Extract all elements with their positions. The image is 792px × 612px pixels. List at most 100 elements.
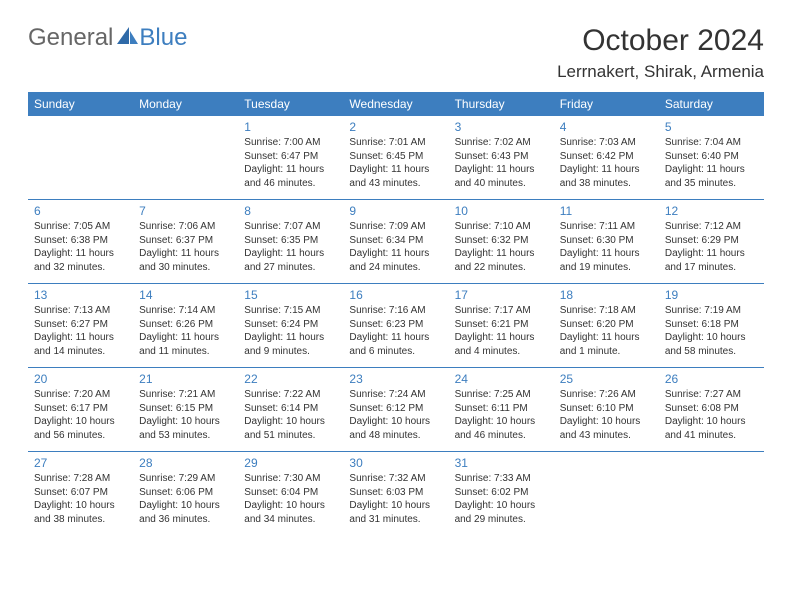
day-number: 17: [455, 287, 548, 303]
calendar-row: 6Sunrise: 7:05 AMSunset: 6:38 PMDaylight…: [28, 200, 764, 284]
sunset-text: Sunset: 6:12 PM: [349, 402, 442, 416]
calendar-cell: 16Sunrise: 7:16 AMSunset: 6:23 PMDayligh…: [343, 284, 448, 368]
sunset-text: Sunset: 6:10 PM: [560, 402, 653, 416]
sunset-text: Sunset: 6:45 PM: [349, 150, 442, 164]
daylight-text: Daylight: 11 hours: [139, 247, 232, 261]
daylight-text: Daylight: 11 hours: [349, 247, 442, 261]
day-header-thursday: Thursday: [449, 92, 554, 116]
title-block: October 2024 Lerrnakert, Shirak, Armenia: [557, 24, 764, 82]
sunset-text: Sunset: 6:35 PM: [244, 234, 337, 248]
daylight-text: and 40 minutes.: [455, 177, 548, 191]
calendar-cell: 28Sunrise: 7:29 AMSunset: 6:06 PMDayligh…: [133, 452, 238, 536]
calendar-cell-empty: [133, 116, 238, 200]
sunrise-text: Sunrise: 7:19 AM: [665, 304, 758, 318]
sunrise-text: Sunrise: 7:29 AM: [139, 472, 232, 486]
sunset-text: Sunset: 6:03 PM: [349, 486, 442, 500]
calendar-cell: 27Sunrise: 7:28 AMSunset: 6:07 PMDayligh…: [28, 452, 133, 536]
day-number: 16: [349, 287, 442, 303]
daylight-text: Daylight: 10 hours: [34, 415, 127, 429]
daylight-text: and 17 minutes.: [665, 261, 758, 275]
calendar-cell: 12Sunrise: 7:12 AMSunset: 6:29 PMDayligh…: [659, 200, 764, 284]
daylight-text: and 11 minutes.: [139, 345, 232, 359]
logo: General Blue: [28, 24, 187, 52]
sunrise-text: Sunrise: 7:07 AM: [244, 220, 337, 234]
day-number: 8: [244, 203, 337, 219]
sunset-text: Sunset: 6:26 PM: [139, 318, 232, 332]
daylight-text: and 29 minutes.: [455, 513, 548, 527]
calendar-cell: 17Sunrise: 7:17 AMSunset: 6:21 PMDayligh…: [449, 284, 554, 368]
daylight-text: and 53 minutes.: [139, 429, 232, 443]
day-header-friday: Friday: [554, 92, 659, 116]
sunset-text: Sunset: 6:29 PM: [665, 234, 758, 248]
calendar-cell: 30Sunrise: 7:32 AMSunset: 6:03 PMDayligh…: [343, 452, 448, 536]
day-number: 2: [349, 119, 442, 135]
calendar-row: 20Sunrise: 7:20 AMSunset: 6:17 PMDayligh…: [28, 368, 764, 452]
sunrise-text: Sunrise: 7:09 AM: [349, 220, 442, 234]
calendar-cell: 13Sunrise: 7:13 AMSunset: 6:27 PMDayligh…: [28, 284, 133, 368]
calendar-cell-empty: [659, 452, 764, 536]
sunrise-text: Sunrise: 7:21 AM: [139, 388, 232, 402]
sunrise-text: Sunrise: 7:13 AM: [34, 304, 127, 318]
calendar-table: SundayMondayTuesdayWednesdayThursdayFrid…: [28, 92, 764, 535]
calendar-cell: 1Sunrise: 7:00 AMSunset: 6:47 PMDaylight…: [238, 116, 343, 200]
sunset-text: Sunset: 6:27 PM: [34, 318, 127, 332]
sunrise-text: Sunrise: 7:22 AM: [244, 388, 337, 402]
calendar-cell: 6Sunrise: 7:05 AMSunset: 6:38 PMDaylight…: [28, 200, 133, 284]
day-number: 29: [244, 455, 337, 471]
calendar-cell: 24Sunrise: 7:25 AMSunset: 6:11 PMDayligh…: [449, 368, 554, 452]
day-number: 12: [665, 203, 758, 219]
daylight-text: Daylight: 10 hours: [665, 331, 758, 345]
day-number: 26: [665, 371, 758, 387]
logo-text-2: Blue: [139, 24, 187, 52]
daylight-text: Daylight: 11 hours: [244, 163, 337, 177]
sunset-text: Sunset: 6:17 PM: [34, 402, 127, 416]
day-number: 23: [349, 371, 442, 387]
daylight-text: and 48 minutes.: [349, 429, 442, 443]
daylight-text: and 41 minutes.: [665, 429, 758, 443]
day-number: 5: [665, 119, 758, 135]
daylight-text: Daylight: 11 hours: [455, 163, 548, 177]
calendar-cell: 5Sunrise: 7:04 AMSunset: 6:40 PMDaylight…: [659, 116, 764, 200]
daylight-text: Daylight: 11 hours: [560, 163, 653, 177]
daylight-text: and 1 minute.: [560, 345, 653, 359]
day-number: 20: [34, 371, 127, 387]
day-header-monday: Monday: [133, 92, 238, 116]
daylight-text: and 43 minutes.: [560, 429, 653, 443]
sunset-text: Sunset: 6:43 PM: [455, 150, 548, 164]
calendar-cell: 23Sunrise: 7:24 AMSunset: 6:12 PMDayligh…: [343, 368, 448, 452]
daylight-text: and 56 minutes.: [34, 429, 127, 443]
sunrise-text: Sunrise: 7:06 AM: [139, 220, 232, 234]
sunset-text: Sunset: 6:07 PM: [34, 486, 127, 500]
calendar-cell: 3Sunrise: 7:02 AMSunset: 6:43 PMDaylight…: [449, 116, 554, 200]
sunrise-text: Sunrise: 7:01 AM: [349, 136, 442, 150]
daylight-text: Daylight: 10 hours: [349, 415, 442, 429]
calendar-cell: 7Sunrise: 7:06 AMSunset: 6:37 PMDaylight…: [133, 200, 238, 284]
day-number: 10: [455, 203, 548, 219]
sunrise-text: Sunrise: 7:30 AM: [244, 472, 337, 486]
daylight-text: Daylight: 11 hours: [560, 247, 653, 261]
calendar-cell: 10Sunrise: 7:10 AMSunset: 6:32 PMDayligh…: [449, 200, 554, 284]
sunset-text: Sunset: 6:34 PM: [349, 234, 442, 248]
day-number: 15: [244, 287, 337, 303]
day-number: 3: [455, 119, 548, 135]
day-number: 30: [349, 455, 442, 471]
day-number: 31: [455, 455, 548, 471]
day-number: 21: [139, 371, 232, 387]
calendar-cell: 29Sunrise: 7:30 AMSunset: 6:04 PMDayligh…: [238, 452, 343, 536]
calendar-cell: 18Sunrise: 7:18 AMSunset: 6:20 PMDayligh…: [554, 284, 659, 368]
daylight-text: Daylight: 11 hours: [455, 247, 548, 261]
calendar-cell: 26Sunrise: 7:27 AMSunset: 6:08 PMDayligh…: [659, 368, 764, 452]
sunrise-text: Sunrise: 7:14 AM: [139, 304, 232, 318]
daylight-text: and 9 minutes.: [244, 345, 337, 359]
daylight-text: and 30 minutes.: [139, 261, 232, 275]
daylight-text: and 32 minutes.: [34, 261, 127, 275]
sunrise-text: Sunrise: 7:04 AM: [665, 136, 758, 150]
sunrise-text: Sunrise: 7:03 AM: [560, 136, 653, 150]
location-text: Lerrnakert, Shirak, Armenia: [557, 62, 764, 82]
sunrise-text: Sunrise: 7:24 AM: [349, 388, 442, 402]
page-header: General Blue October 2024 Lerrnakert, Sh…: [28, 24, 764, 82]
sunrise-text: Sunrise: 7:18 AM: [560, 304, 653, 318]
daylight-text: and 27 minutes.: [244, 261, 337, 275]
sunrise-text: Sunrise: 7:15 AM: [244, 304, 337, 318]
daylight-text: and 51 minutes.: [244, 429, 337, 443]
